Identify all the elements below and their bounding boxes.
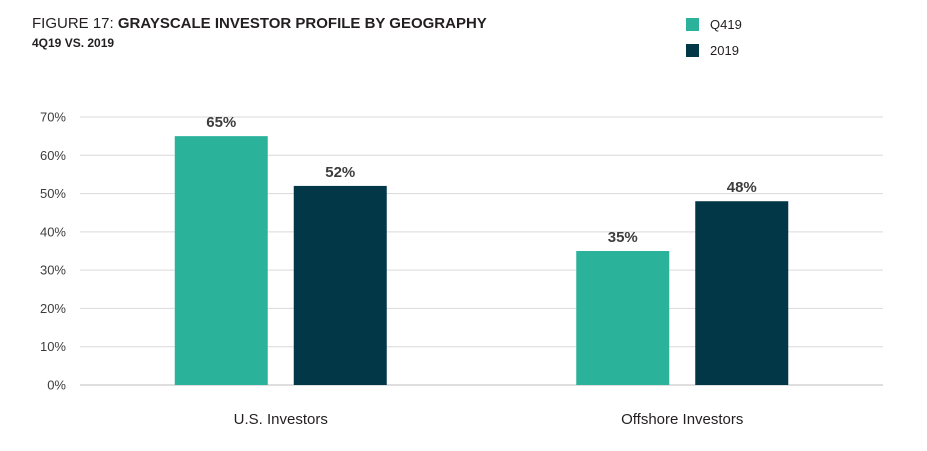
data-label-offshore-investors-q419: 35% <box>608 229 638 246</box>
y-tick-label-70: 70% <box>40 110 66 125</box>
bar-offshore-investors-2019 <box>695 201 789 385</box>
figure-label: FIGURE 17: <box>32 15 114 32</box>
y-tick-label-0: 0% <box>47 378 66 393</box>
chart-subtitle: 4Q19 VS. 2019 <box>32 36 115 50</box>
y-tick-label-50: 50% <box>40 186 66 201</box>
x-category-label-1: Offshore Investors <box>621 411 743 428</box>
figure-title: GRAYSCALE INVESTOR PROFILE BY GEOGRAPHY <box>117 15 487 32</box>
bar-offshore-investors-q419 <box>576 251 670 385</box>
legend-swatch-2019 <box>686 43 699 57</box>
bar-u-s-investors-q419 <box>174 136 268 385</box>
data-label-offshore-investors-2019: 48% <box>727 179 757 196</box>
chart-title: FIGURE 17: GRAYSCALE INVESTOR PROFILE BY… <box>32 15 487 32</box>
legend-label-2019: 2019 <box>710 42 739 58</box>
legend-item-2019: 2019 <box>686 42 742 58</box>
legend-swatch-q419 <box>686 17 699 31</box>
legend-label-q419: Q419 <box>710 16 742 32</box>
y-tick-label-40: 40% <box>40 224 66 239</box>
bar-u-s-investors-2019 <box>293 185 387 385</box>
y-tick-label-30: 30% <box>40 263 66 278</box>
y-tick-label-20: 20% <box>40 301 66 316</box>
legend: Q419 2019 <box>686 16 742 68</box>
data-label-u-s-investors-2019: 52% <box>325 164 355 181</box>
y-tick-label-60: 60% <box>40 148 66 163</box>
legend-item-q419: Q419 <box>686 16 742 32</box>
y-tick-label-10: 10% <box>40 339 66 354</box>
data-label-u-s-investors-q419: 65% <box>206 114 236 131</box>
x-category-label-0: U.S. Investors <box>234 411 328 428</box>
